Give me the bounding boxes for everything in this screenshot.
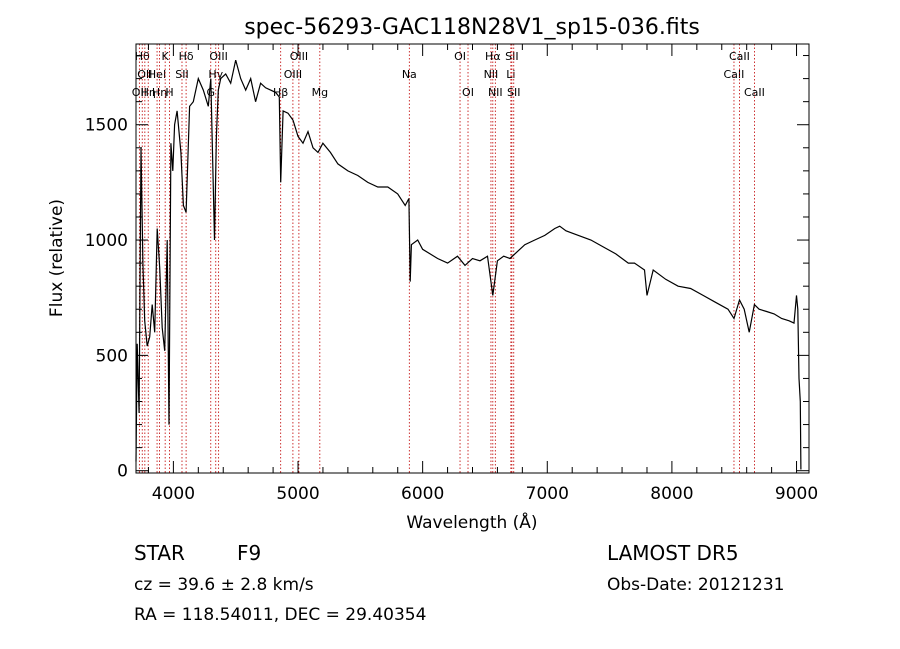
marker-label-12: OIII xyxy=(209,50,227,63)
marker-label-16: Mg xyxy=(312,86,328,99)
y-tick-label-3: 1500 xyxy=(85,116,128,136)
marker-label-26: CaII xyxy=(724,68,745,81)
marker-label-28: CaII xyxy=(744,86,765,99)
object-subclass: F9 xyxy=(237,541,261,565)
chart-title: spec-56293-GAC118N28V1_sp15-036.fits xyxy=(244,15,700,40)
y-tick-label-2: 1000 xyxy=(85,231,128,251)
marker-label-11: Hγ xyxy=(208,68,223,81)
marker-label-2: OII xyxy=(137,68,152,81)
marker-label-7: H xyxy=(165,86,173,99)
marker-label-5: Hη xyxy=(152,86,167,99)
x-axis-ticks: 4000 5000 6000 7000 8000 9000 xyxy=(147,44,818,504)
y-axis-label: Flux (relative) xyxy=(47,199,67,317)
marker-label-19: OI xyxy=(462,86,474,99)
marker-label-23: Li xyxy=(506,68,515,81)
x-tick-label-3: 7000 xyxy=(526,484,569,504)
spectrum-series-line xyxy=(135,59,802,470)
object-class: STAR xyxy=(134,541,185,565)
x-tick-label-0: 4000 xyxy=(152,484,195,504)
marker-label-22: NII xyxy=(488,86,503,99)
marker-label-20: NII xyxy=(484,68,499,81)
marker-label-21: Hα xyxy=(485,50,501,63)
marker-label-8: SII xyxy=(175,68,188,81)
x-tick-label-2: 6000 xyxy=(401,484,444,504)
marker-label-17: Na xyxy=(402,68,417,81)
x-tick-label-1: 5000 xyxy=(276,484,319,504)
spectral-line-markers: OIIHθOIIHηHeIHηKHSIIHδGHγOIIIHβOIIIOIIIM… xyxy=(132,44,765,473)
y-tick-label-1: 500 xyxy=(96,346,128,366)
x-tick-label-5: 9000 xyxy=(775,484,818,504)
x-tick-label-4: 8000 xyxy=(650,484,693,504)
marker-label-1: Hθ xyxy=(135,50,150,63)
marker-label-25: SII xyxy=(507,86,520,99)
coordinates-text: RA = 118.54011, DEC = 29.40354 xyxy=(134,605,426,625)
survey-name: LAMOST DR5 xyxy=(607,541,739,565)
y-axis-ticks: 0 500 1000 1500 xyxy=(85,55,809,482)
marker-label-24: SII xyxy=(505,50,518,63)
x-axis-label: Wavelength (Å) xyxy=(406,511,537,533)
marker-label-4: HeI xyxy=(148,68,166,81)
redshift-text: cz = 39.6 ± 2.8 km/s xyxy=(134,575,314,595)
marker-label-14: OIII xyxy=(284,68,302,81)
marker-label-18: OI xyxy=(454,50,466,63)
y-tick-label-0: 0 xyxy=(117,462,128,482)
marker-label-3: Hη xyxy=(141,86,156,99)
marker-label-15: OIII xyxy=(290,50,308,63)
marker-label-9: Hδ xyxy=(179,50,194,63)
marker-label-13: Hβ xyxy=(273,86,288,99)
observation-date: Obs-Date: 20121231 xyxy=(607,575,784,595)
plot-area: OIIHθOIIHηHeIHηKHSIIHδGHγOIIIHβOIIIOIIIM… xyxy=(85,43,818,504)
marker-label-6: K xyxy=(162,50,170,63)
marker-label-27: CaII xyxy=(729,50,750,63)
